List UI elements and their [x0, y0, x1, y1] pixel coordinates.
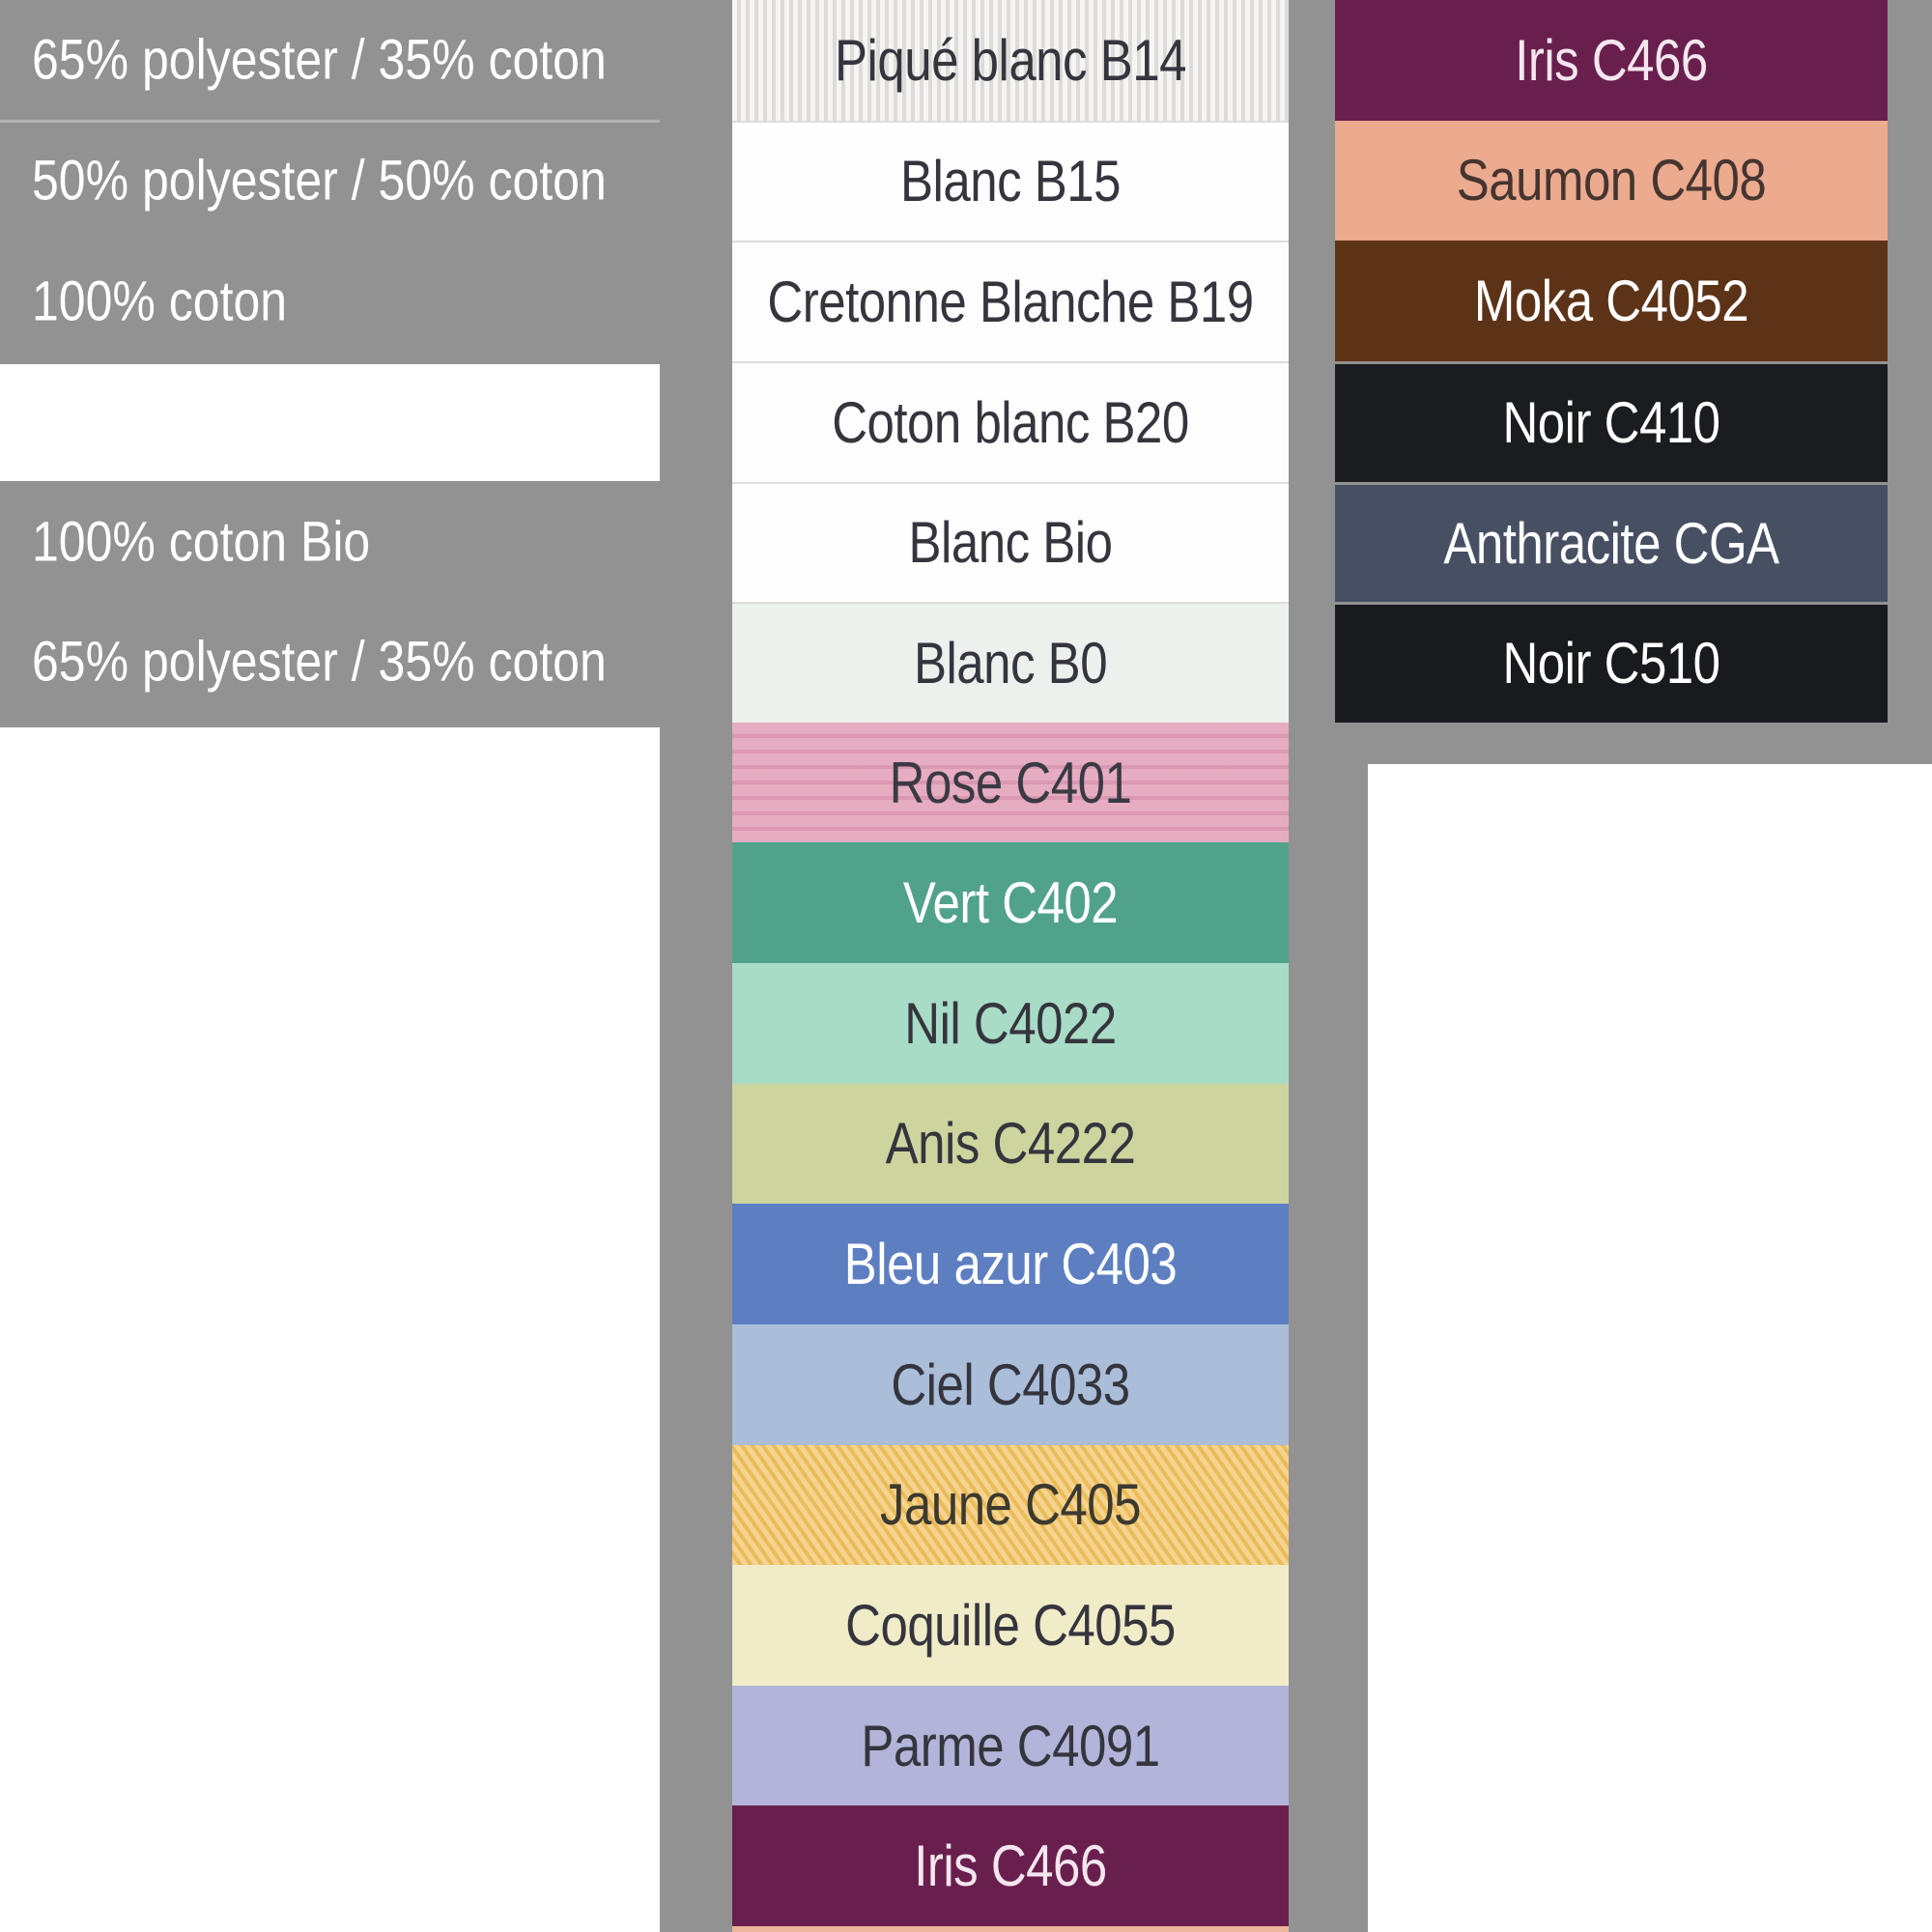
- swatch-label: Moka C4052: [1473, 268, 1749, 334]
- swatch-label: Blanc Bio: [908, 510, 1113, 576]
- swatch-label: Coton blanc B20: [832, 389, 1189, 455]
- swatch-label: Iris C466: [914, 1833, 1107, 1899]
- composition-label: 100% coton: [32, 270, 288, 333]
- swatch-parme-c4091: Parme C4091: [732, 1685, 1289, 1806]
- swatch-label: Blanc B0: [913, 630, 1108, 696]
- composition-row-4: 100% coton Bio: [0, 482, 660, 603]
- swatch-label: Blanc B15: [900, 149, 1122, 214]
- swatch-iris-c466: Iris C466: [732, 1805, 1289, 1926]
- swatch-anthracite-cga: Anthracite CGA: [1335, 481, 1888, 603]
- swatch-blanc-b15: Blanc B15: [732, 120, 1289, 242]
- composition-panel: 65% polyester / 35% coton 50% polyester …: [0, 0, 660, 727]
- swatch-label: Parme C4091: [861, 1713, 1160, 1778]
- swatch-label: Vert C402: [902, 870, 1119, 936]
- swatch-jaune-c405: Jaune C405: [732, 1444, 1289, 1566]
- swatch-pique-blanc-b14: Piqué blanc B14: [732, 0, 1289, 121]
- swatch-label: Saumon C408: [1456, 148, 1767, 213]
- swatch-label: Anthracite CGA: [1443, 510, 1779, 576]
- row-divider: [0, 120, 660, 123]
- swatch-moka-c4052: Moka C4052: [1335, 241, 1888, 361]
- composition-label: 65% polyester / 35% coton: [32, 630, 607, 694]
- swatch-label: Cretonne Blanche B19: [767, 269, 1254, 335]
- swatch-iris-c466-right: Iris C466: [1335, 0, 1888, 121]
- swatch-label: Bleu azur C403: [843, 1231, 1178, 1297]
- composition-label: 50% polyester / 50% coton: [32, 149, 607, 213]
- swatch-noir-c510: Noir C510: [1335, 602, 1888, 723]
- swatch-coton-blanc-b20: Coton blanc B20: [732, 360, 1289, 482]
- swatch-blanc-b0: Blanc B0: [732, 602, 1289, 723]
- swatch-label: Noir C410: [1502, 390, 1720, 456]
- swatch-label: Ciel C4033: [891, 1351, 1130, 1417]
- swatch-label: Jaune C405: [879, 1472, 1142, 1538]
- swatch-label: Rose C401: [889, 750, 1132, 815]
- composition-row-2: 50% polyester / 50% coton: [0, 121, 660, 242]
- empty-white-row: [0, 364, 660, 481]
- swatch-column-right: Iris C466 Saumon C408 Moka C4052 Noir C4…: [1335, 0, 1888, 723]
- swatch-saumon-partial: [732, 1926, 1289, 1932]
- swatch-coquille-c4055: Coquille C4055: [732, 1565, 1289, 1686]
- white-region-bottom-right: [1368, 764, 1932, 1932]
- swatch-label: Piqué blanc B14: [835, 27, 1186, 93]
- swatch-blanc-bio: Blanc Bio: [732, 481, 1289, 603]
- swatch-saumon-c408: Saumon C408: [1335, 120, 1888, 242]
- swatch-column-main: Piqué blanc B14 Blanc B15 Cretonne Blanc…: [732, 0, 1289, 1932]
- white-region-bottom-left: [0, 727, 660, 1932]
- swatch-cretonne-blanche-b19: Cretonne Blanche B19: [732, 241, 1289, 361]
- swatch-label: Anis C4222: [885, 1111, 1136, 1177]
- composition-row-1: 65% polyester / 35% coton: [0, 0, 660, 121]
- swatch-noir-c410: Noir C410: [1335, 360, 1888, 482]
- swatch-ciel-c4033: Ciel C4033: [732, 1323, 1289, 1445]
- swatch-bleu-azur-c403: Bleu azur C403: [732, 1204, 1289, 1324]
- swatch-label: Coquille C4055: [845, 1592, 1176, 1659]
- composition-label: 65% polyester / 35% coton: [32, 28, 607, 92]
- swatch-vert-c402: Vert C402: [732, 842, 1289, 963]
- swatch-nil-c4022: Nil C4022: [732, 963, 1289, 1084]
- swatch-label: Noir C510: [1502, 631, 1720, 696]
- composition-row-3: 100% coton: [0, 241, 660, 361]
- swatch-rose-c401: Rose C401: [732, 722, 1289, 843]
- swatch-anis-c4222: Anis C4222: [732, 1083, 1289, 1205]
- composition-label: 100% coton Bio: [32, 510, 371, 574]
- composition-row-5: 65% polyester / 35% coton: [0, 602, 660, 723]
- swatch-label: Iris C466: [1515, 27, 1708, 93]
- swatch-label: Nil C4022: [904, 990, 1117, 1056]
